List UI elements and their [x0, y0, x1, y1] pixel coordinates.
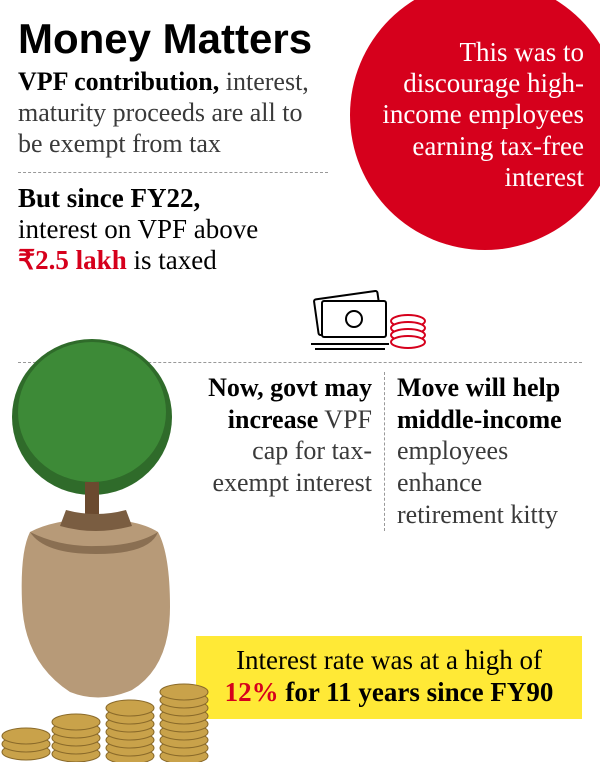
- paragraph-fy22: But since FY22, interest on VPF above ₹2…: [18, 183, 328, 276]
- highlight-a: Interest rate was at a high of: [236, 645, 542, 675]
- para2-rest-b: is taxed: [127, 245, 217, 275]
- divider-horizontal-1: [18, 172, 328, 173]
- tree-sack-coins-illustration: [0, 322, 210, 762]
- two-column-block: Now, govt may increase VPF cap for tax-e…: [200, 372, 582, 531]
- infographic-container: Money Matters VPF contribution, interest…: [0, 0, 600, 762]
- column-right: Move will help middle-income employees e…: [385, 372, 575, 531]
- subtitle-bold: VPF contribution,: [18, 67, 219, 96]
- red-circle-text: This was to discourage high-income emplo…: [380, 37, 584, 192]
- highlight-percent: 12%: [225, 677, 279, 707]
- yellow-highlight-box: Interest rate was at a high of 12% for 1…: [196, 636, 582, 719]
- para2-rest-a: interest on VPF above: [18, 214, 258, 244]
- red-circle-callout: This was to discourage high-income emplo…: [350, 0, 600, 250]
- para2-lead: But since FY22,: [18, 183, 200, 213]
- subtitle-block: VPF contribution, interest, maturity pro…: [18, 66, 328, 160]
- col-right-rest: employees enhance retirement kitty: [397, 436, 558, 528]
- highlight-b: for 11 years since FY90: [279, 677, 554, 707]
- column-left: Now, govt may increase VPF cap for tax-e…: [200, 372, 385, 531]
- para2-amount: ₹2.5 lakh: [18, 245, 127, 275]
- col-right-bold: Move will help middle-income: [397, 373, 562, 434]
- highlight-text: Interest rate was at a high of 12% for 1…: [210, 644, 568, 709]
- cash-stack-icon: [310, 285, 430, 362]
